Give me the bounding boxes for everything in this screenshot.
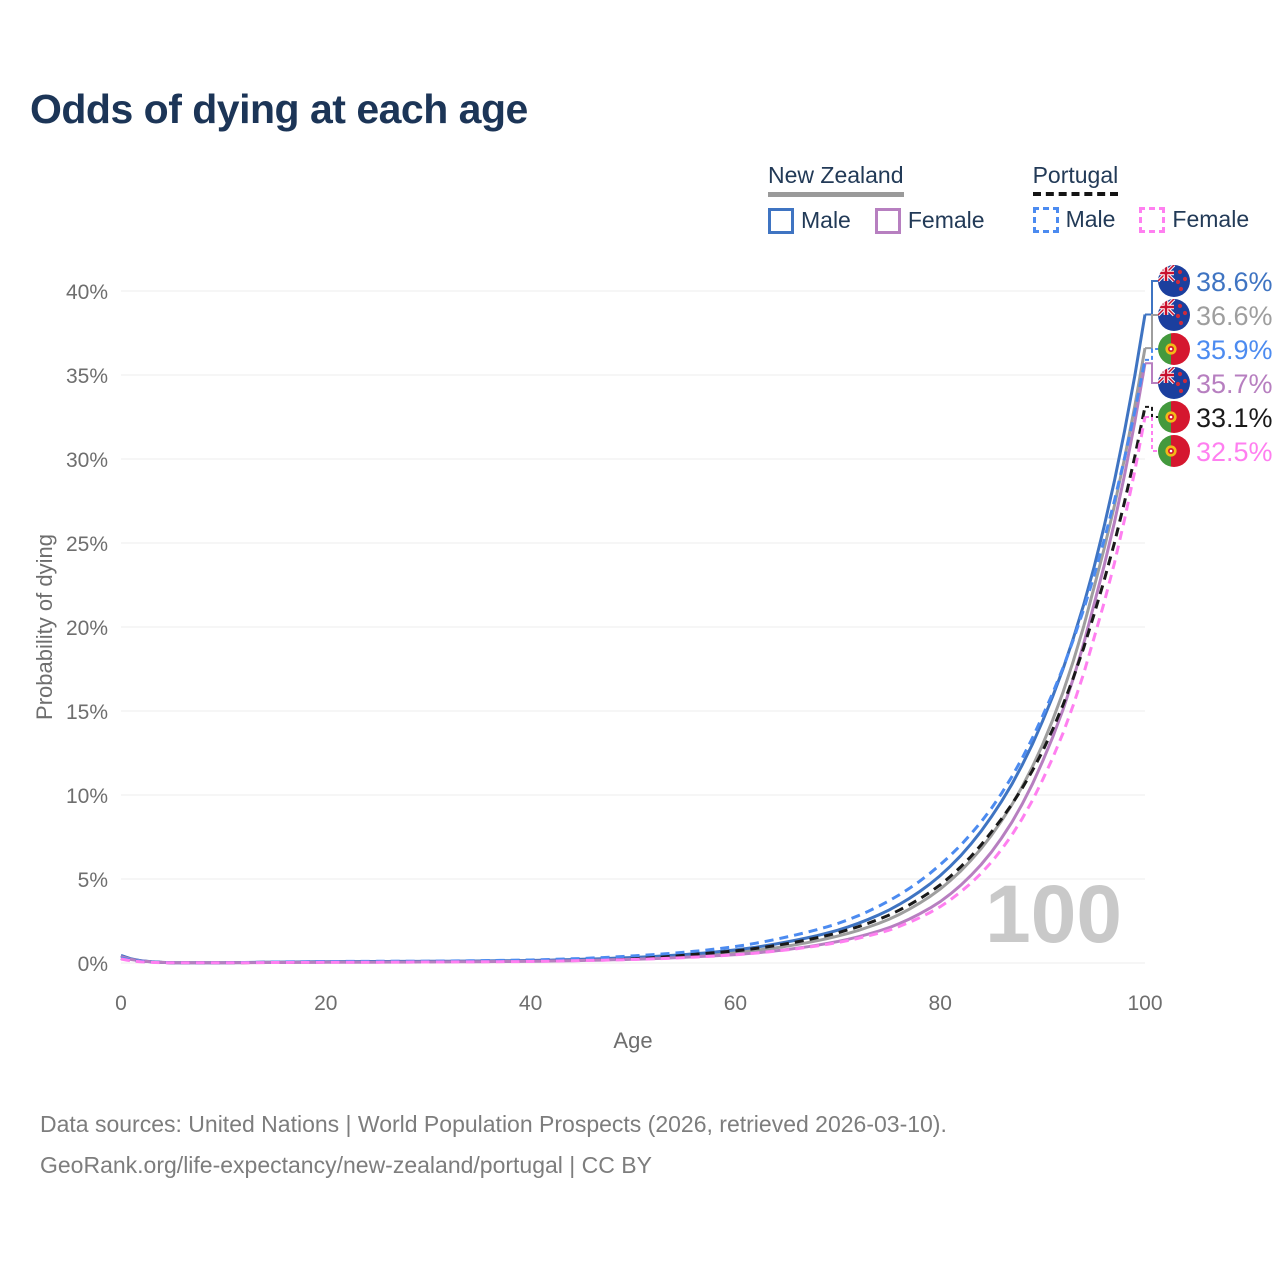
legend-label-nz-female[interactable]: Female — [907, 207, 985, 233]
label-connector — [1145, 280, 1158, 316]
x-tick-label: 60 — [724, 992, 747, 1015]
legend-swatch-nz-male[interactable] — [768, 207, 794, 234]
nz-flag-icon — [1158, 367, 1190, 399]
page-title: Odds of dying at each age — [30, 86, 528, 132]
y-tick-label: 20% — [66, 617, 108, 640]
legend-row-portugal: Male Female — [1032, 206, 1250, 233]
legend-label-nz-male[interactable]: Male — [801, 207, 851, 233]
y-tick-label: 15% — [66, 701, 108, 724]
y-tick-label: 10% — [66, 785, 108, 808]
label-connector — [1145, 314, 1158, 350]
footer-attribution: GeoRank.org/life-expectancy/new-zealand/… — [40, 1152, 652, 1178]
y-tick-label: 0% — [78, 953, 108, 976]
age-watermark: 100 — [985, 869, 1122, 960]
end-value-label: 35.9% — [1196, 335, 1273, 365]
y-tick-label: 30% — [66, 449, 108, 472]
legend-label-pt-male[interactable]: Male — [1065, 206, 1116, 232]
legend-group-new-zealand: New Zealand Male Female — [768, 162, 985, 234]
end-value-label: 38.6% — [1196, 267, 1273, 297]
label-connector — [1145, 362, 1158, 384]
y-tick-label: 35% — [66, 365, 108, 388]
series-line-new-zealand-male[interactable] — [120, 314, 1147, 965]
legend-group-portugal: Portugal Male Female — [1032, 162, 1250, 234]
pt-flag-icon — [1158, 435, 1190, 467]
pt-flag-icon — [1158, 333, 1190, 365]
legend: New Zealand Male Female Portugal Male Fe… — [768, 162, 1249, 234]
legend-swatch-nz-female[interactable] — [874, 207, 901, 234]
footer: Data sources: United Nations | World Pop… — [40, 1104, 947, 1186]
y-tick-label: 25% — [66, 533, 108, 556]
nz-flag-icon — [1158, 299, 1190, 331]
x-axis-title: Age — [613, 1028, 652, 1053]
x-tick-label: 40 — [519, 992, 542, 1015]
x-tick-label: 80 — [929, 992, 952, 1015]
x-tick-label: 20 — [314, 992, 337, 1015]
end-value-label: 35.7% — [1196, 369, 1273, 399]
line-chart: 0% 5% 10% 15% 20% 25% 30% 35% 40% 0 20 40 60 80 100 Pro… — [32, 240, 1273, 1053]
legend-header-portugal[interactable]: Portugal — [1032, 162, 1119, 196]
end-value-label: 32.5% — [1196, 437, 1273, 467]
x-tick-label: 100 — [1127, 992, 1162, 1015]
end-value-label: 33.1% — [1196, 403, 1273, 433]
series-line-portugal-female[interactable] — [120, 416, 1147, 965]
legend-label-pt-female[interactable]: Female — [1172, 206, 1250, 232]
footer-data-sources: Data sources: United Nations | World Pop… — [40, 1111, 947, 1137]
nz-flag-icon — [1158, 265, 1190, 297]
x-tick-label: 0 — [115, 992, 127, 1015]
y-tick-label: 40% — [66, 281, 108, 304]
label-connector — [1145, 348, 1158, 361]
y-axis-title: Probability of dying — [32, 534, 57, 720]
label-connector — [1145, 416, 1158, 452]
legend-swatch-pt-female[interactable] — [1139, 206, 1166, 233]
pt-flag-icon — [1158, 401, 1190, 433]
label-connector — [1145, 405, 1158, 418]
end-value-label: 36.6% — [1196, 301, 1273, 331]
legend-row-new-zealand: Male Female — [768, 207, 985, 234]
legend-swatch-pt-male[interactable] — [1032, 206, 1059, 233]
y-tick-label: 5% — [78, 869, 108, 892]
legend-header-new-zealand[interactable]: New Zealand — [768, 162, 904, 197]
